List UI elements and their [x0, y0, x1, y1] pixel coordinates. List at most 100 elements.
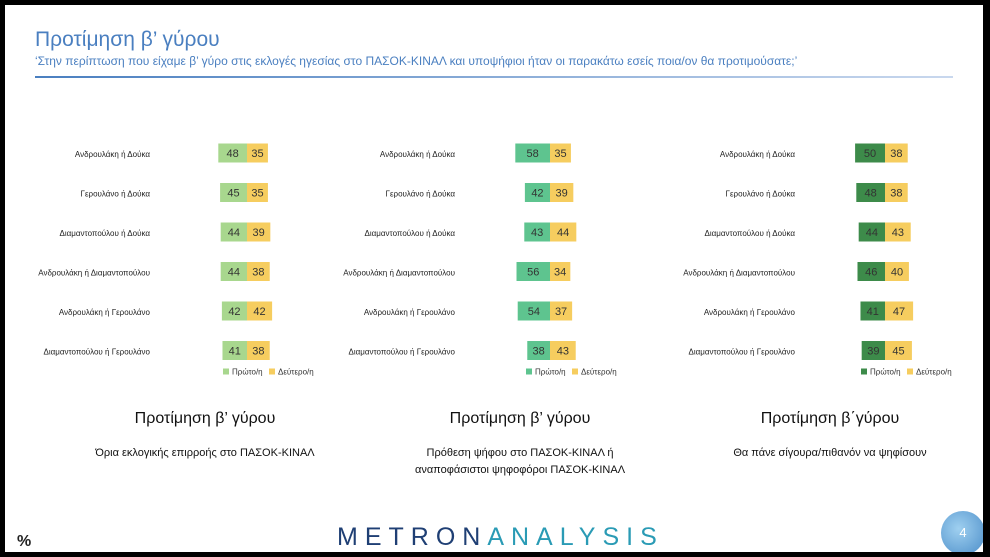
- category-label: Ανδρουλάκη ή Δούκα: [720, 150, 795, 159]
- category-label: Ανδρουλάκη ή Γερουλάνο: [704, 308, 796, 317]
- metron-analysis-logo: METRONANALYSIS: [337, 523, 664, 552]
- category-label: Ανδρουλάκη ή Διαμαντοπούλου: [683, 269, 795, 278]
- data-label-first: 54: [528, 306, 540, 318]
- data-label-second: 35: [251, 148, 263, 160]
- category-label: Γερουλάνο ή Δούκα: [386, 190, 456, 199]
- page-number-badge: 4: [941, 511, 983, 552]
- category-label: Διαμαντοπούλου ή Γερουλάνο: [349, 348, 456, 357]
- bar-second: [550, 341, 576, 360]
- data-label-first: 42: [531, 188, 543, 200]
- data-label-first: 44: [228, 227, 240, 239]
- bar-second: [550, 301, 573, 321]
- bar-first: [222, 341, 247, 360]
- bar-second: [885, 341, 912, 360]
- data-label-second: 47: [893, 306, 905, 318]
- chart-panel-1: Ανδρουλάκη ή Δούκα 48 35 Γερουλάνο ή Δούκα 4…: [35, 133, 355, 393]
- chart-2: Ανδρουλάκη ή Δούκα 58 35 Γερουλάνο ή Δούκα 4…: [343, 143, 617, 377]
- slide: Προτίμηση β’ γύρου ‘Στην περίπτωση που ε…: [5, 5, 983, 552]
- bar-first: [856, 183, 885, 202]
- data-label-first: 50: [864, 148, 876, 160]
- panel-1-description: Όρια εκλογικής επιρροής στο ΠΑΣΟΚ-ΚΙΝΑΛ: [95, 447, 315, 459]
- data-label-first: 44: [866, 227, 878, 239]
- legend-swatch-first: [526, 368, 532, 375]
- category-label: Διαμαντοπούλου ή Γερουλάνο: [689, 348, 796, 357]
- legend-label-second: Δεύτερο/η: [278, 368, 314, 377]
- data-label-second: 38: [890, 148, 902, 160]
- data-label-second: 43: [892, 227, 904, 239]
- category-label: Ανδρουλάκη ή Διαμαντοπούλου: [38, 269, 150, 278]
- panel-3-description: Θα πάνε σίγουρα/πιθανόν να ψηφίσουν: [733, 447, 927, 459]
- bar-second: [247, 183, 268, 202]
- data-label-first: 43: [531, 227, 543, 239]
- data-label-second: 35: [251, 188, 263, 200]
- logo-part-2: ANALYSIS: [487, 523, 664, 551]
- panel-2-description: Πρόθεση ψήφου στο ΠΑΣΟΚ-ΚΙΝΑΛ ή αναποφάσ…: [414, 447, 626, 476]
- panel-3-title: Προτίμηση β΄γύρου: [760, 410, 900, 427]
- chart-panel-2: Ανδρουλάκη ή Δούκα 58 35 Γερουλάνο ή Δούκα 4…: [343, 133, 670, 393]
- legend-label-first: Πρώτο/η: [535, 368, 566, 377]
- bar-first: [527, 341, 550, 360]
- logo-part-1: METRON: [337, 523, 488, 551]
- data-label-second: 38: [252, 346, 264, 358]
- data-label-first: 46: [865, 267, 877, 279]
- data-label-second: 43: [557, 346, 569, 358]
- bar-first: [860, 301, 885, 321]
- panel-1-title: Προτίμηση β’ γύρου: [134, 410, 276, 427]
- legend-label-first: Πρώτο/η: [870, 368, 901, 377]
- category-label: Ανδρουλάκη ή Δούκα: [380, 150, 455, 159]
- bar-second: [885, 222, 911, 242]
- legend-swatch-second: [907, 368, 913, 375]
- category-label: Ανδρουλάκη ή Δούκα: [75, 150, 150, 159]
- bar-first: [857, 262, 885, 281]
- chart-panel-3: Ανδρουλάκη ή Δούκα 50 38 Γερουλάνο ή Δούκα 4…: [665, 133, 983, 393]
- bar-second: [550, 262, 571, 281]
- chart-1: Ανδρουλάκη ή Δούκα 48 35 Γερουλάνο ή Δούκα 4…: [38, 143, 314, 377]
- bar-second: [247, 222, 271, 242]
- legend-swatch-first: [223, 368, 229, 375]
- legend-label-first: Πρώτο/η: [232, 368, 263, 377]
- bar-second: [550, 143, 571, 163]
- bar-second: [247, 301, 273, 321]
- bar-first: [855, 143, 885, 163]
- category-label: Γερουλάνο ή Δούκα: [81, 190, 151, 199]
- data-label-first: 56: [527, 267, 539, 279]
- data-label-first: 48: [227, 148, 239, 160]
- data-label-second: 45: [892, 346, 904, 358]
- data-label-second: 35: [554, 148, 566, 160]
- bar-second: [885, 143, 908, 163]
- category-label: Γερουλάνο ή Δούκα: [726, 190, 796, 199]
- bar-first: [220, 222, 247, 242]
- data-label-first: 48: [865, 188, 877, 200]
- data-label-first: 44: [228, 267, 240, 279]
- data-label-second: 37: [555, 306, 567, 318]
- data-label-first: 41: [229, 346, 241, 358]
- bar-second: [885, 262, 909, 281]
- bar-second: [550, 183, 574, 202]
- category-label: Διαμαντοπούλου ή Γερουλάνο: [44, 348, 151, 357]
- bar-second: [247, 143, 268, 163]
- chart-3: Ανδρουλάκη ή Δούκα 50 38 Γερουλάνο ή Δούκα 4…: [683, 143, 952, 377]
- legend-label-second: Δεύτερο/η: [581, 368, 617, 377]
- page-subtitle: ‘Στην περίπτωση που είχαμε β’ γύρο στις …: [35, 54, 798, 68]
- data-label-second: 42: [253, 306, 265, 318]
- category-label: Ανδρουλάκη ή Γερουλάνο: [59, 308, 151, 317]
- data-label-first: 58: [527, 148, 539, 160]
- page-title: Προτίμηση β’ γύρου: [35, 28, 220, 51]
- bar-first: [524, 183, 550, 202]
- legend-swatch-second: [269, 368, 275, 375]
- bar-first: [221, 301, 247, 321]
- bar-first: [515, 143, 550, 163]
- unit-label: %: [17, 533, 32, 550]
- bar-first: [218, 143, 247, 163]
- bar-second: [247, 341, 270, 360]
- bar-first: [516, 262, 550, 281]
- bar-first: [220, 183, 247, 202]
- category-label: Ανδρουλάκη ή Διαμαντοπούλου: [343, 269, 455, 278]
- bar-first: [861, 341, 885, 360]
- bar-first: [524, 222, 550, 242]
- title-divider: [35, 76, 953, 78]
- legend-swatch-second: [572, 368, 578, 375]
- bar-second: [885, 301, 914, 321]
- category-label: Ανδρουλάκη ή Γερουλάνο: [364, 308, 456, 317]
- data-label-first: 39: [867, 346, 879, 358]
